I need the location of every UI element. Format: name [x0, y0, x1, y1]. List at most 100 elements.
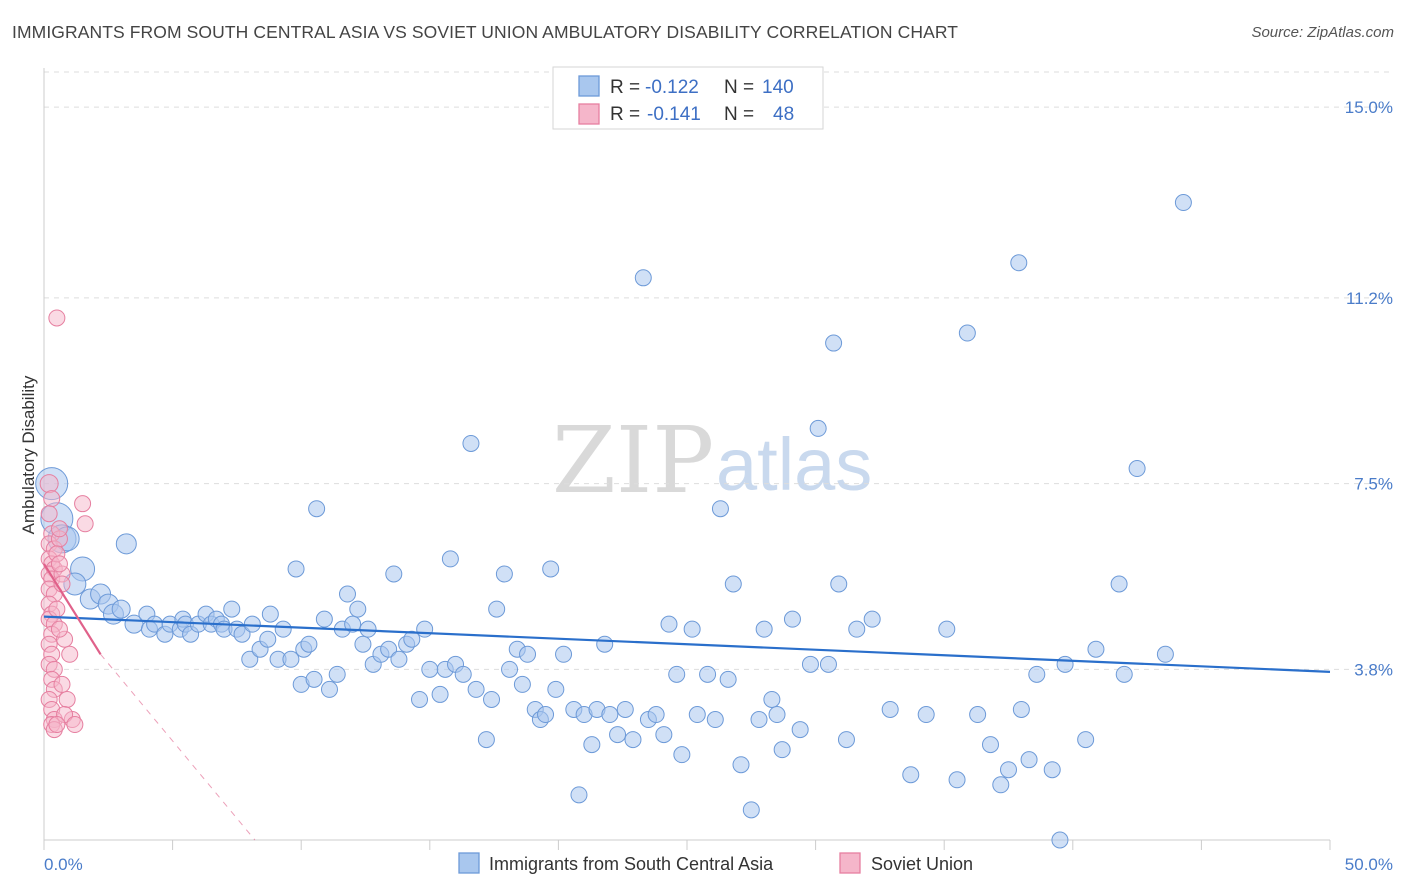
- point-pink-44: [53, 675, 71, 693]
- point-blue-39: [287, 560, 305, 578]
- point-blue-136: [1028, 665, 1046, 683]
- point-blue-112: [755, 620, 773, 638]
- point-blue-47: [328, 665, 346, 683]
- legend-r-value-1: -0.122: [645, 77, 699, 98]
- point-blue-119: [837, 731, 855, 749]
- point-blue-109: [732, 756, 750, 774]
- point-blue-28: [223, 600, 241, 618]
- point-blue-142: [1174, 194, 1192, 212]
- point-blue-86: [570, 786, 588, 804]
- point-blue-100: [668, 665, 686, 683]
- point-blue-125: [881, 700, 899, 718]
- point-blue-88: [583, 736, 601, 754]
- legend-r-label-2: R =: [610, 104, 640, 125]
- point-blue-46: [320, 680, 338, 698]
- point-blue-64: [431, 685, 449, 703]
- point-blue-126: [902, 766, 920, 784]
- point-blue-104: [699, 665, 717, 683]
- point-blue-90: [596, 635, 614, 653]
- point-blue-97: [647, 706, 665, 724]
- point-blue-116: [783, 610, 801, 628]
- point-blue-110: [742, 801, 760, 819]
- legend-r-label-1: R =: [610, 77, 640, 98]
- bottom-legend-swatch-blue: [458, 852, 480, 874]
- point-blue-82: [542, 560, 560, 578]
- y-tick-label-3: 15.0%: [1345, 98, 1393, 117]
- point-blue-129: [948, 771, 966, 789]
- point-blue-127: [917, 706, 935, 724]
- trend-lines: [43, 563, 1331, 841]
- point-blue-75: [501, 660, 519, 678]
- trend-line-pink: [43, 563, 102, 655]
- trend-line-pink-extension: [100, 653, 256, 841]
- series-soviet-union-points: [39, 309, 94, 739]
- point-blue-9: [115, 533, 137, 555]
- point-blue-51: [349, 600, 367, 618]
- trend-line-blue: [43, 615, 1331, 673]
- bottom-legend-label-blue: Immigrants from South Central Asia: [489, 854, 774, 874]
- grid: [44, 71, 1392, 670]
- point-blue-130: [969, 706, 987, 724]
- point-blue-35: [261, 605, 279, 623]
- point-blue-98: [655, 726, 673, 744]
- legend-swatch-pink: [578, 103, 600, 125]
- point-blue-56: [380, 640, 398, 658]
- point-blue-121: [809, 419, 827, 437]
- x-tick-labels: 0.0% 50.0%: [44, 855, 1393, 874]
- point-blue-31: [241, 650, 259, 668]
- point-blue-132: [992, 776, 1010, 794]
- point-blue-135: [1020, 751, 1038, 769]
- point-blue-124: [863, 610, 881, 628]
- point-blue-146: [1051, 831, 1069, 849]
- point-blue-128: [938, 620, 956, 638]
- point-blue-107: [719, 670, 737, 688]
- legend-swatch-blue: [578, 75, 600, 97]
- bottom-legend-swatch-pink: [839, 852, 861, 874]
- point-blue-45: [315, 610, 333, 628]
- bottom-legend: Immigrants from South Central Asia Sovie…: [458, 852, 973, 874]
- legend-n-label-1: N =: [724, 77, 754, 98]
- bottom-legend-label-pink: Soviet Union: [871, 854, 973, 874]
- point-blue-92: [609, 726, 627, 744]
- point-pink-43: [50, 620, 68, 638]
- point-blue-148: [981, 736, 999, 754]
- source-credit: Source: ZipAtlas.com: [1251, 24, 1394, 41]
- point-blue-60: [403, 630, 421, 648]
- point-blue-102: [683, 620, 701, 638]
- point-blue-32: [243, 615, 261, 633]
- point-blue-108: [724, 575, 742, 593]
- point-blue-103: [688, 706, 706, 724]
- point-blue-11: [111, 599, 131, 619]
- point-blue-38: [282, 650, 300, 668]
- point-blue-84: [555, 645, 573, 663]
- point-pink-47: [66, 716, 84, 734]
- point-blue-118: [819, 655, 837, 673]
- legend-n-label-2: N =: [724, 104, 754, 125]
- point-blue-101: [673, 746, 691, 764]
- legend-n-value-2: 48: [773, 104, 794, 125]
- point-blue-83: [547, 680, 565, 698]
- point-pink-40: [50, 555, 68, 573]
- y-axis-label: Ambulatory Disability: [19, 375, 38, 534]
- point-blue-69: [462, 434, 480, 452]
- point-blue-72: [483, 690, 501, 708]
- point-blue-115: [773, 741, 791, 759]
- point-blue-106: [711, 500, 729, 518]
- y-tick-labels: 3.8% 7.5% 11.2% 15.0%: [1345, 98, 1393, 679]
- point-pink-46: [48, 716, 66, 734]
- point-blue-149: [801, 655, 819, 673]
- point-pink-36: [74, 495, 92, 513]
- point-blue-122: [825, 334, 843, 352]
- point-blue-66: [441, 550, 459, 568]
- point-blue-144: [1115, 665, 1133, 683]
- point-blue-78: [519, 645, 537, 663]
- point-blue-49: [338, 585, 356, 603]
- point-blue-114: [768, 706, 786, 724]
- point-blue-99: [660, 615, 678, 633]
- point-blue-111: [750, 711, 768, 729]
- point-blue-105: [706, 711, 724, 729]
- point-blue-113: [763, 690, 781, 708]
- point-blue-44: [308, 500, 326, 518]
- top-legend: R = -0.122 N = 140 R = -0.141 N = 48: [552, 66, 824, 130]
